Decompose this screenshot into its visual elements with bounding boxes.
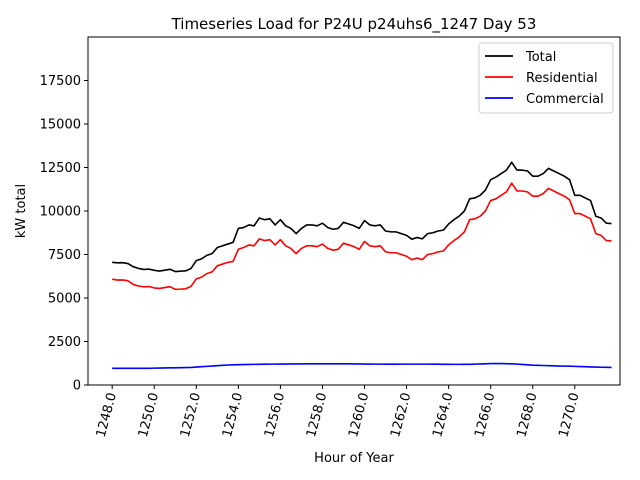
legend-label-commercial: Commercial (526, 92, 604, 107)
series-line-commercial (112, 362, 612, 370)
y-tick-label: 2500 (48, 335, 81, 350)
y-tick-label: 10000 (40, 205, 81, 220)
y-axis-label: kW total (14, 184, 29, 238)
y-tick-label: 0 (73, 379, 81, 394)
y-tick-label: 12500 (40, 161, 81, 176)
legend-box (478, 42, 614, 114)
series-layer (112, 161, 612, 370)
x-axis-label: Hour of Year (314, 451, 394, 466)
y-tick-label: 17500 (40, 74, 81, 89)
chart-title: Timeseries Load for P24U p24uhs6_1247 Da… (171, 15, 537, 34)
y-tick-label: 7500 (48, 248, 81, 263)
legend: Total Residential Commercial (478, 42, 614, 114)
legend-label-total: Total (525, 50, 556, 65)
y-tick-label: 5000 (48, 292, 81, 307)
series-line-residential (112, 182, 612, 291)
legend-label-residential: Residential (526, 71, 598, 86)
y-axis: 0 2500 5000 7500 10000 12500 15000 17500 (40, 74, 88, 394)
y-tick-label: 15000 (40, 118, 81, 133)
series-line-total (112, 161, 612, 273)
